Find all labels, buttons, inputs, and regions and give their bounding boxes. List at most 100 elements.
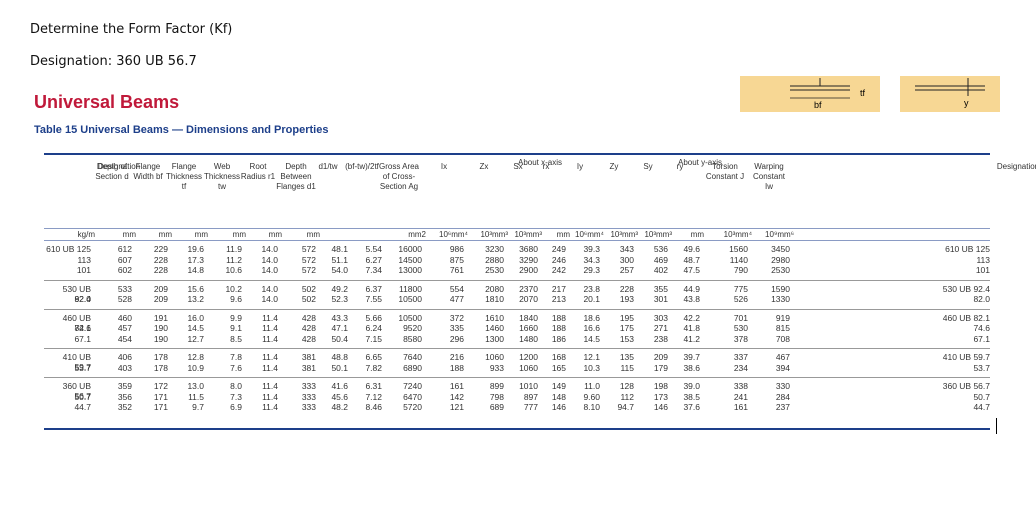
table-cell: 48.1 (331, 244, 348, 254)
unit-5: mm (268, 230, 282, 239)
unit-6: mm (306, 230, 320, 239)
header-20: Designation (996, 162, 1036, 171)
table-cell: 428 (301, 323, 316, 333)
table-row: 460 UB 82.1 460 191 16.0 9.9 11.4 428 43.3 5.66 1… (44, 312, 990, 333)
table-cell: 149 (551, 381, 566, 391)
group-rule (44, 308, 990, 310)
table-row: 74.6 457 190 14.5 9.1 11.4 428 47.1 6.24 9520 335 1… (44, 323, 990, 334)
table-cell: 689 (489, 402, 504, 412)
header-2: Flange Width bf (133, 162, 163, 181)
table-cell: 16.6 (583, 323, 600, 333)
unit-11: 10³mm³ (480, 230, 508, 239)
question-line-2: Designation: 360 UB 56.7 (30, 54, 197, 69)
table-cell: 229 (153, 244, 168, 254)
table-cell: 12.7 (187, 333, 204, 344)
table-cell: 410 UB 59.7 (62, 352, 91, 372)
table-cell: 9520 (403, 323, 422, 333)
table-cell: 8.46 (365, 402, 382, 412)
table-cell: 49.6 (683, 244, 700, 254)
table-cell: 2530 (771, 265, 790, 275)
table-cell: 12.1 (583, 352, 600, 362)
table-cell: 217 (551, 283, 566, 294)
table-cell: 1560 (729, 244, 748, 254)
table-cell: 11.5 (188, 391, 204, 402)
table-cell: 11.4 (262, 312, 278, 323)
table-cell: 300 (619, 254, 634, 265)
table-cell: 798 (489, 391, 504, 402)
table-cell: 2080 (485, 283, 504, 294)
table-cell: 11.4 (262, 352, 278, 362)
table-cell: 7.8 (230, 352, 242, 362)
table-cell: 1300 (485, 333, 504, 344)
group-rule (44, 377, 990, 378)
table-cell: 50.4 (331, 333, 348, 344)
unit-12: 10³mm³ (514, 230, 542, 239)
table-cell: 8.0 (230, 381, 242, 391)
table-cell: 198 (653, 381, 668, 391)
table-cell: 554 (449, 283, 464, 294)
table-cell: 165 (551, 362, 566, 373)
table-cell: 228 (153, 265, 168, 275)
table-cell: 228 (619, 283, 634, 294)
table-cell: 378 (733, 333, 748, 344)
table-cell: 188 (551, 312, 566, 323)
table-cell: 360 UB 56.7 (62, 381, 91, 401)
table-cell: 113 (77, 254, 91, 265)
table-cell: 11.4 (262, 381, 278, 391)
table-cell: 135 (619, 352, 634, 362)
table-cell: 42.2 (683, 312, 700, 323)
table-cell: 477 (449, 294, 464, 304)
table-cell: 410 UB 59.7 (942, 352, 990, 362)
table-cell: 502 (301, 294, 316, 304)
table-cell: 257 (619, 265, 634, 275)
table-cell: 533 (117, 283, 132, 294)
table-cell: 1330 (771, 294, 790, 304)
table-cell: 469 (653, 254, 668, 265)
table-cell: 11.4 (262, 362, 278, 373)
header-rule (44, 228, 990, 229)
table-cell: 6.24 (365, 323, 382, 333)
table-cell: 9.7 (192, 402, 204, 412)
table-cell: 381 (301, 352, 316, 362)
table-row: 113 607 228 17.3 11.2 14.0 572 51.1 6.27 14500 875… (44, 255, 990, 266)
table-cell: 148 (551, 391, 566, 402)
table-cell: 34.3 (583, 254, 600, 265)
table-cell: 10.2 (225, 283, 242, 294)
table-cell: 53.7 (74, 362, 91, 373)
table-cell: 2880 (485, 254, 504, 265)
table-cell: 3230 (485, 244, 504, 254)
table-cell: 428 (301, 312, 316, 323)
table-cell: 530 (733, 323, 748, 333)
table-cell: 333 (301, 391, 316, 402)
table-cell: 38.5 (683, 391, 700, 402)
table-cell: 9.9 (230, 312, 242, 323)
header-1: Depth of Section d (95, 162, 129, 181)
table-cell: 14.0 (261, 254, 278, 265)
table-cell: 1840 (519, 312, 538, 323)
table-cell: 14.0 (261, 244, 278, 254)
units-rule (44, 240, 990, 241)
table-cell: 14.0 (261, 265, 278, 275)
table-cell: 271 (653, 323, 668, 333)
table-cell: 333 (301, 402, 316, 412)
table-row: 410 UB 59.7 406 178 12.8 7.8 11.4 381 48.8 6.65 7… (44, 352, 990, 372)
y-axis-label: y (964, 98, 969, 108)
table-cell: 919 (775, 312, 790, 323)
table-cell: 530 UB 92.4 (62, 283, 91, 304)
table-cell: 343 (619, 244, 634, 254)
table-cell: 7.6 (230, 362, 242, 373)
table-cell: 7.34 (365, 265, 382, 275)
header-3: Flange Thickness tf (165, 162, 202, 191)
table-cell: 406 (117, 352, 132, 362)
table-cell: 41.2 (683, 333, 700, 344)
table-cell: 1010 (519, 381, 538, 391)
table-cell: 16.0 (187, 312, 204, 323)
table-cell: 39.0 (683, 381, 700, 391)
table-cell: 467 (775, 352, 790, 362)
table-cell: 355 (653, 283, 668, 294)
table-cell: 1810 (485, 294, 504, 304)
header-5: Root Radius r1 (240, 162, 276, 181)
table-cell: 572 (301, 265, 316, 275)
table-cell: 5.54 (365, 244, 382, 254)
table-cell: 7240 (403, 381, 422, 391)
